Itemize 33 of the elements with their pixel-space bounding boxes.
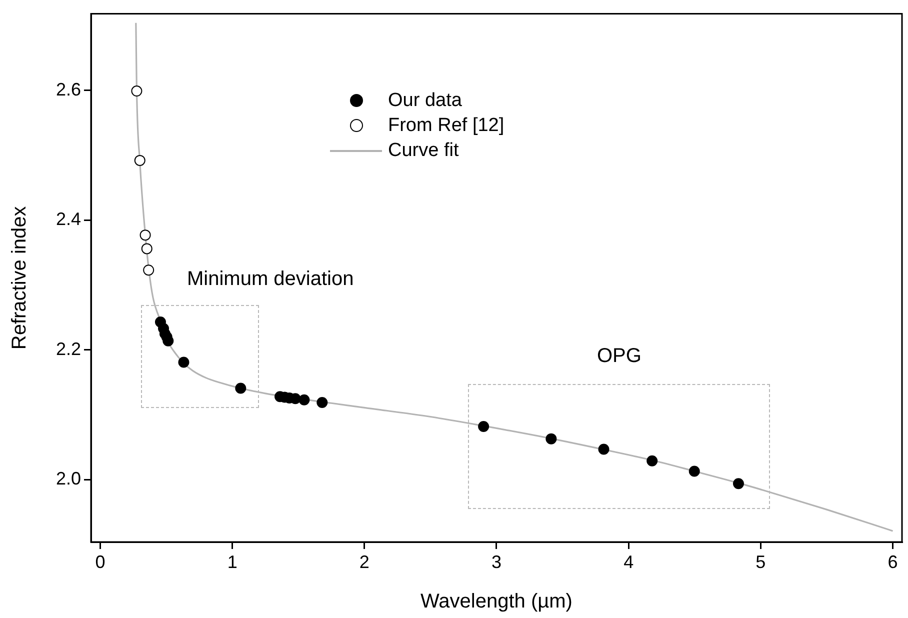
y-tick-label: 2.4: [56, 209, 81, 230]
point: [298, 394, 310, 406]
annotation: Minimum deviation: [187, 268, 354, 291]
point: [688, 466, 700, 477]
point: [141, 243, 152, 254]
y-axis-title: Refractive index: [8, 206, 31, 350]
point: [143, 264, 154, 276]
point: [178, 356, 190, 368]
y-tick-label: 2.0: [56, 468, 81, 489]
x-tick-label: 3: [491, 552, 502, 572]
x-tick-label: 5: [756, 552, 766, 572]
x-tick-label: 6: [888, 552, 898, 572]
x-tick-label: 4: [624, 552, 634, 572]
y-tick-label: 2.2: [56, 338, 81, 359]
point: [140, 230, 151, 241]
point: [598, 444, 610, 455]
point: [134, 154, 146, 166]
x-tick-label: 0: [95, 552, 106, 572]
legend-label: Curve fit: [388, 140, 459, 162]
annotation: OPG: [597, 345, 642, 368]
point: [478, 420, 490, 432]
point: [546, 433, 557, 444]
y-tick-label: 2.6: [56, 79, 81, 100]
point: [131, 86, 142, 97]
x-tick-label: 1: [227, 552, 238, 572]
point: [646, 455, 658, 466]
point: [316, 396, 328, 408]
legend-label: Our data: [388, 90, 462, 112]
x-tick-label: 2: [359, 552, 370, 572]
point: [235, 382, 246, 394]
point: [732, 478, 744, 490]
x-axis-title: Wavelength (µm): [420, 590, 572, 613]
legend-label: From Ref [12]: [388, 114, 504, 136]
